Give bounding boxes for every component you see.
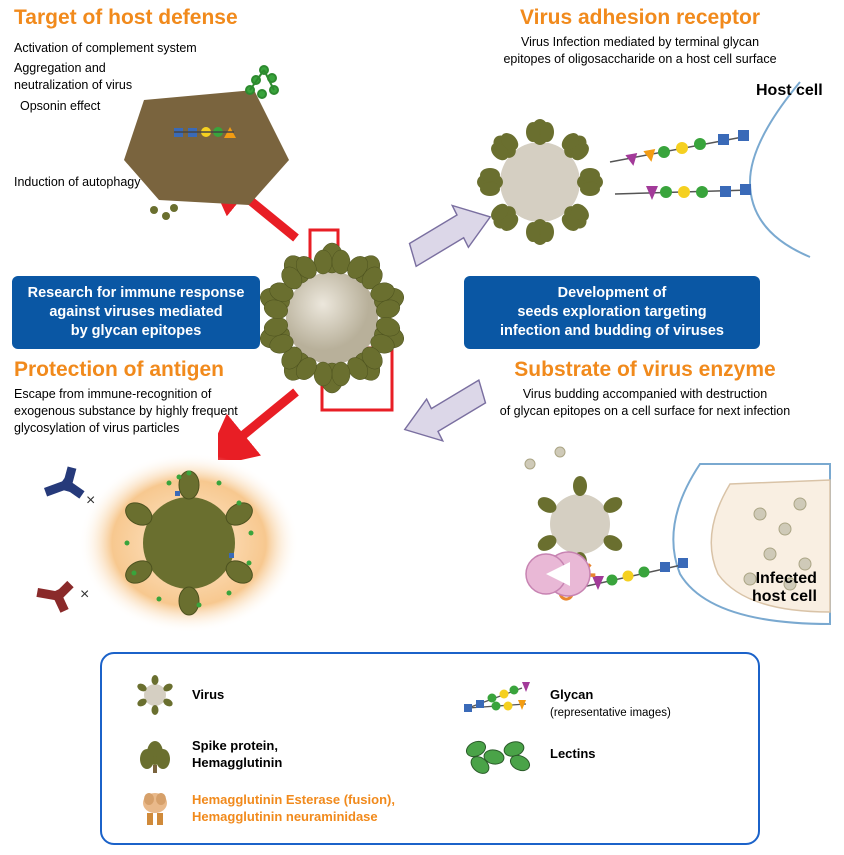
legend-label: Lectins (550, 746, 596, 761)
host-defense-illustration (114, 50, 304, 230)
glycan-icon (462, 675, 536, 715)
panel-title: Protection of antigen (14, 358, 324, 382)
protection-illustration: × × (14, 443, 304, 643)
legend-item-enzyme: Hemagglutinin Esterase (fusion), Hemaggl… (132, 789, 762, 829)
legend-label: Spike protein, Hemagglutinin (192, 738, 282, 770)
legend: Virus Glycan (representative images) (100, 652, 760, 845)
panel-target-host-defense: Target of host defense Activation of com… (14, 6, 324, 234)
virus-icon (132, 675, 178, 715)
panel-virus-adhesion-receptor: Virus adhesion receptor Virus Infection … (450, 6, 830, 267)
panel-title: Virus adhesion receptor (450, 6, 830, 30)
legend-label: Virus (192, 687, 224, 702)
panel-desc: Virus budding accompanied with destructi… (450, 386, 840, 420)
svg-text:×: × (80, 586, 89, 603)
legend-label: Hemagglutinin Esterase (fusion), Hemaggl… (192, 792, 395, 824)
spike-icon (132, 735, 178, 775)
panel-protection-antigen: Protection of antigen Escape from immune… (14, 358, 324, 648)
adhesion-illustration (450, 72, 830, 262)
panel-title: Target of host defense (14, 6, 324, 30)
panel-title: Substrate of virus enzyme (450, 358, 840, 382)
host-defense-line3: Opsonin effect (20, 98, 100, 115)
legend-item-spike: Spike protein, Hemagglutinin (132, 735, 442, 775)
legend-label: Glycan (550, 687, 593, 702)
panel-desc: Escape from immune-recognition of exogen… (14, 386, 324, 437)
blue-box-left: Research for immune response against vir… (12, 276, 260, 349)
legend-sublabel: (representative images) (550, 707, 671, 719)
enzyme-icon (132, 789, 178, 829)
infected-cell-label: Infected host cell (752, 570, 817, 606)
lectins-icon (462, 735, 536, 775)
svg-text:×: × (86, 492, 95, 509)
legend-item-virus: Virus (132, 670, 442, 721)
legend-item-glycan: Glycan (representative images) (462, 670, 762, 721)
panel-desc: Virus Infection mediated by terminal gly… (450, 34, 830, 68)
blue-box-right: Development of seeds exploration targeti… (464, 276, 760, 349)
host-cell-label: Host cell (756, 82, 823, 100)
legend-item-lectins: Lectins (462, 735, 762, 775)
